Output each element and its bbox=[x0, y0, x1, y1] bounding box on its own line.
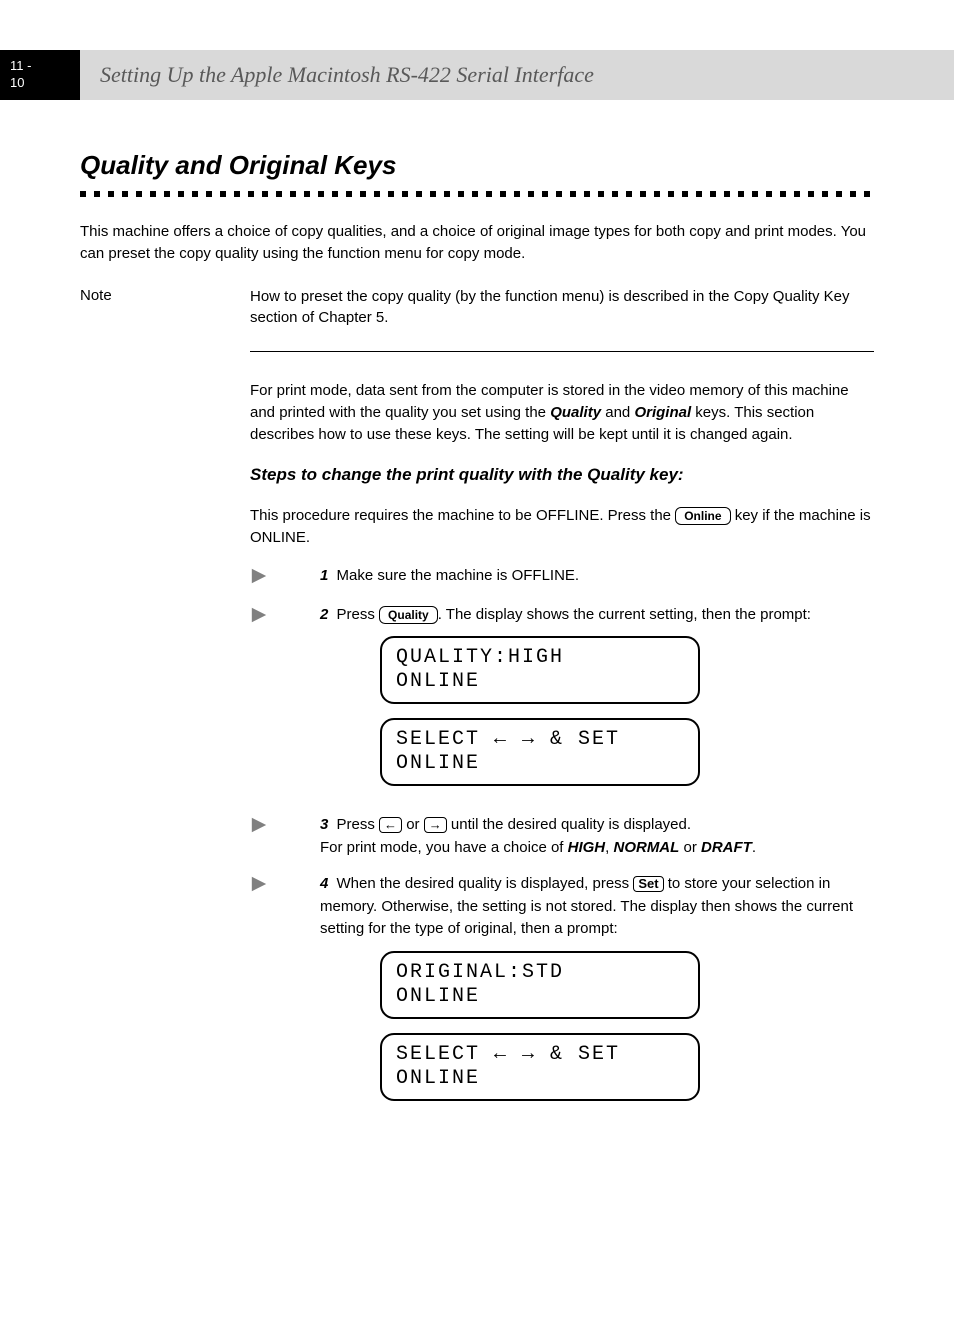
lcd-quality-line1: QUALITY:HIGH bbox=[396, 646, 684, 670]
quality-key: Quality bbox=[379, 606, 438, 624]
step-arrow-icon bbox=[250, 565, 320, 590]
step-3-prefix: Press bbox=[337, 816, 380, 833]
step-1-body: 1 Make sure the machine is OFFLINE. bbox=[320, 565, 874, 588]
lcd-display-quality: QUALITY:HIGH ONLINE bbox=[380, 636, 700, 704]
page-title: Setting Up the Apple Macintosh RS-422 Se… bbox=[80, 50, 954, 100]
lcd-select1-line2: ONLINE bbox=[396, 752, 684, 776]
step-2-prefix: Press bbox=[337, 606, 380, 623]
step-2-suffix: . The display shows the current setting,… bbox=[438, 606, 811, 623]
body1-original: Original bbox=[634, 404, 691, 421]
q-draft: DRAFT bbox=[701, 839, 752, 856]
step-3-sep2: or bbox=[679, 839, 701, 856]
step-arrow-icon bbox=[250, 604, 320, 629]
page-number-badge: 11 - 10 bbox=[0, 50, 80, 100]
q-high: HIGH bbox=[568, 839, 606, 856]
lcd-display-original: ORIGINAL:STD ONLINE bbox=[380, 951, 700, 1019]
step-3-num: 3 bbox=[320, 816, 328, 833]
intro-paragraph: This machine offers a choice of copy qua… bbox=[80, 221, 874, 265]
step-arrow-icon bbox=[250, 873, 320, 898]
note-divider bbox=[250, 351, 874, 352]
step-1: 1 Make sure the machine is OFFLINE. bbox=[250, 565, 874, 590]
lcd-quality-line2: ONLINE bbox=[396, 670, 684, 694]
lcd-display-select-2: SELECT ← → & SET ONLINE bbox=[380, 1033, 700, 1101]
dotted-divider bbox=[80, 191, 874, 197]
page-content: Quality and Original Keys This machine o… bbox=[0, 100, 954, 1169]
step-4-num: 4 bbox=[320, 875, 328, 892]
step-4-body: 4 When the desired quality is displayed,… bbox=[320, 873, 874, 1115]
set-key: Set bbox=[633, 876, 663, 892]
page-num-line2: 10 bbox=[10, 75, 70, 92]
step-2: 2 Press Quality. The display shows the c… bbox=[250, 604, 874, 801]
body1-quality: Quality bbox=[550, 404, 601, 421]
step-arrow-icon bbox=[250, 814, 320, 839]
steps-heading: Steps to change the print quality with t… bbox=[250, 465, 874, 485]
step-3-mid: or bbox=[402, 816, 424, 833]
step-1-num: 1 bbox=[320, 567, 328, 584]
step-3-after: until the desired quality is displayed. bbox=[451, 816, 691, 833]
step-3: 3 Press ← or → until the desired quality… bbox=[250, 814, 874, 859]
step-4-prefix: When the desired quality is displayed, p… bbox=[337, 875, 634, 892]
instr-prefix: This procedure requires the machine to b… bbox=[250, 507, 675, 524]
lcd-select1-line1: SELECT ← → & SET bbox=[396, 728, 684, 752]
step-4: 4 When the desired quality is displayed,… bbox=[250, 873, 874, 1115]
page-header: 11 - 10 Setting Up the Apple Macintosh R… bbox=[0, 50, 954, 100]
step-2-body: 2 Press Quality. The display shows the c… bbox=[320, 604, 874, 801]
lcd-display-select-1: SELECT ← → & SET ONLINE bbox=[380, 718, 700, 786]
lcd-select2-line1: SELECT ← → & SET bbox=[396, 1043, 684, 1067]
step-3-line2-suffix: . bbox=[752, 839, 756, 856]
step-3-line2-prefix: For print mode, you have a choice of bbox=[320, 839, 568, 856]
note-text: How to preset the copy quality (by the f… bbox=[250, 286, 874, 330]
step-1-text: Make sure the machine is OFFLINE. bbox=[337, 567, 580, 584]
lcd-select2-line2: ONLINE bbox=[396, 1067, 684, 1091]
q-normal: NORMAL bbox=[613, 839, 679, 856]
step-3-body: 3 Press ← or → until the desired quality… bbox=[320, 814, 874, 859]
lcd-original-line2: ONLINE bbox=[396, 985, 684, 1009]
step-2-num: 2 bbox=[320, 606, 328, 623]
body-paragraph-1: For print mode, data sent from the compu… bbox=[250, 380, 874, 445]
lcd-original-line1: ORIGINAL:STD bbox=[396, 961, 684, 985]
section-heading: Quality and Original Keys bbox=[80, 150, 874, 181]
online-key: Online bbox=[675, 507, 730, 525]
instruction-intro: This procedure requires the machine to b… bbox=[250, 505, 874, 549]
right-arrow-key: → bbox=[424, 817, 447, 833]
left-arrow-key: ← bbox=[379, 817, 402, 833]
body1-mid: and bbox=[601, 404, 634, 421]
page-num-line1: 11 - bbox=[10, 58, 70, 75]
